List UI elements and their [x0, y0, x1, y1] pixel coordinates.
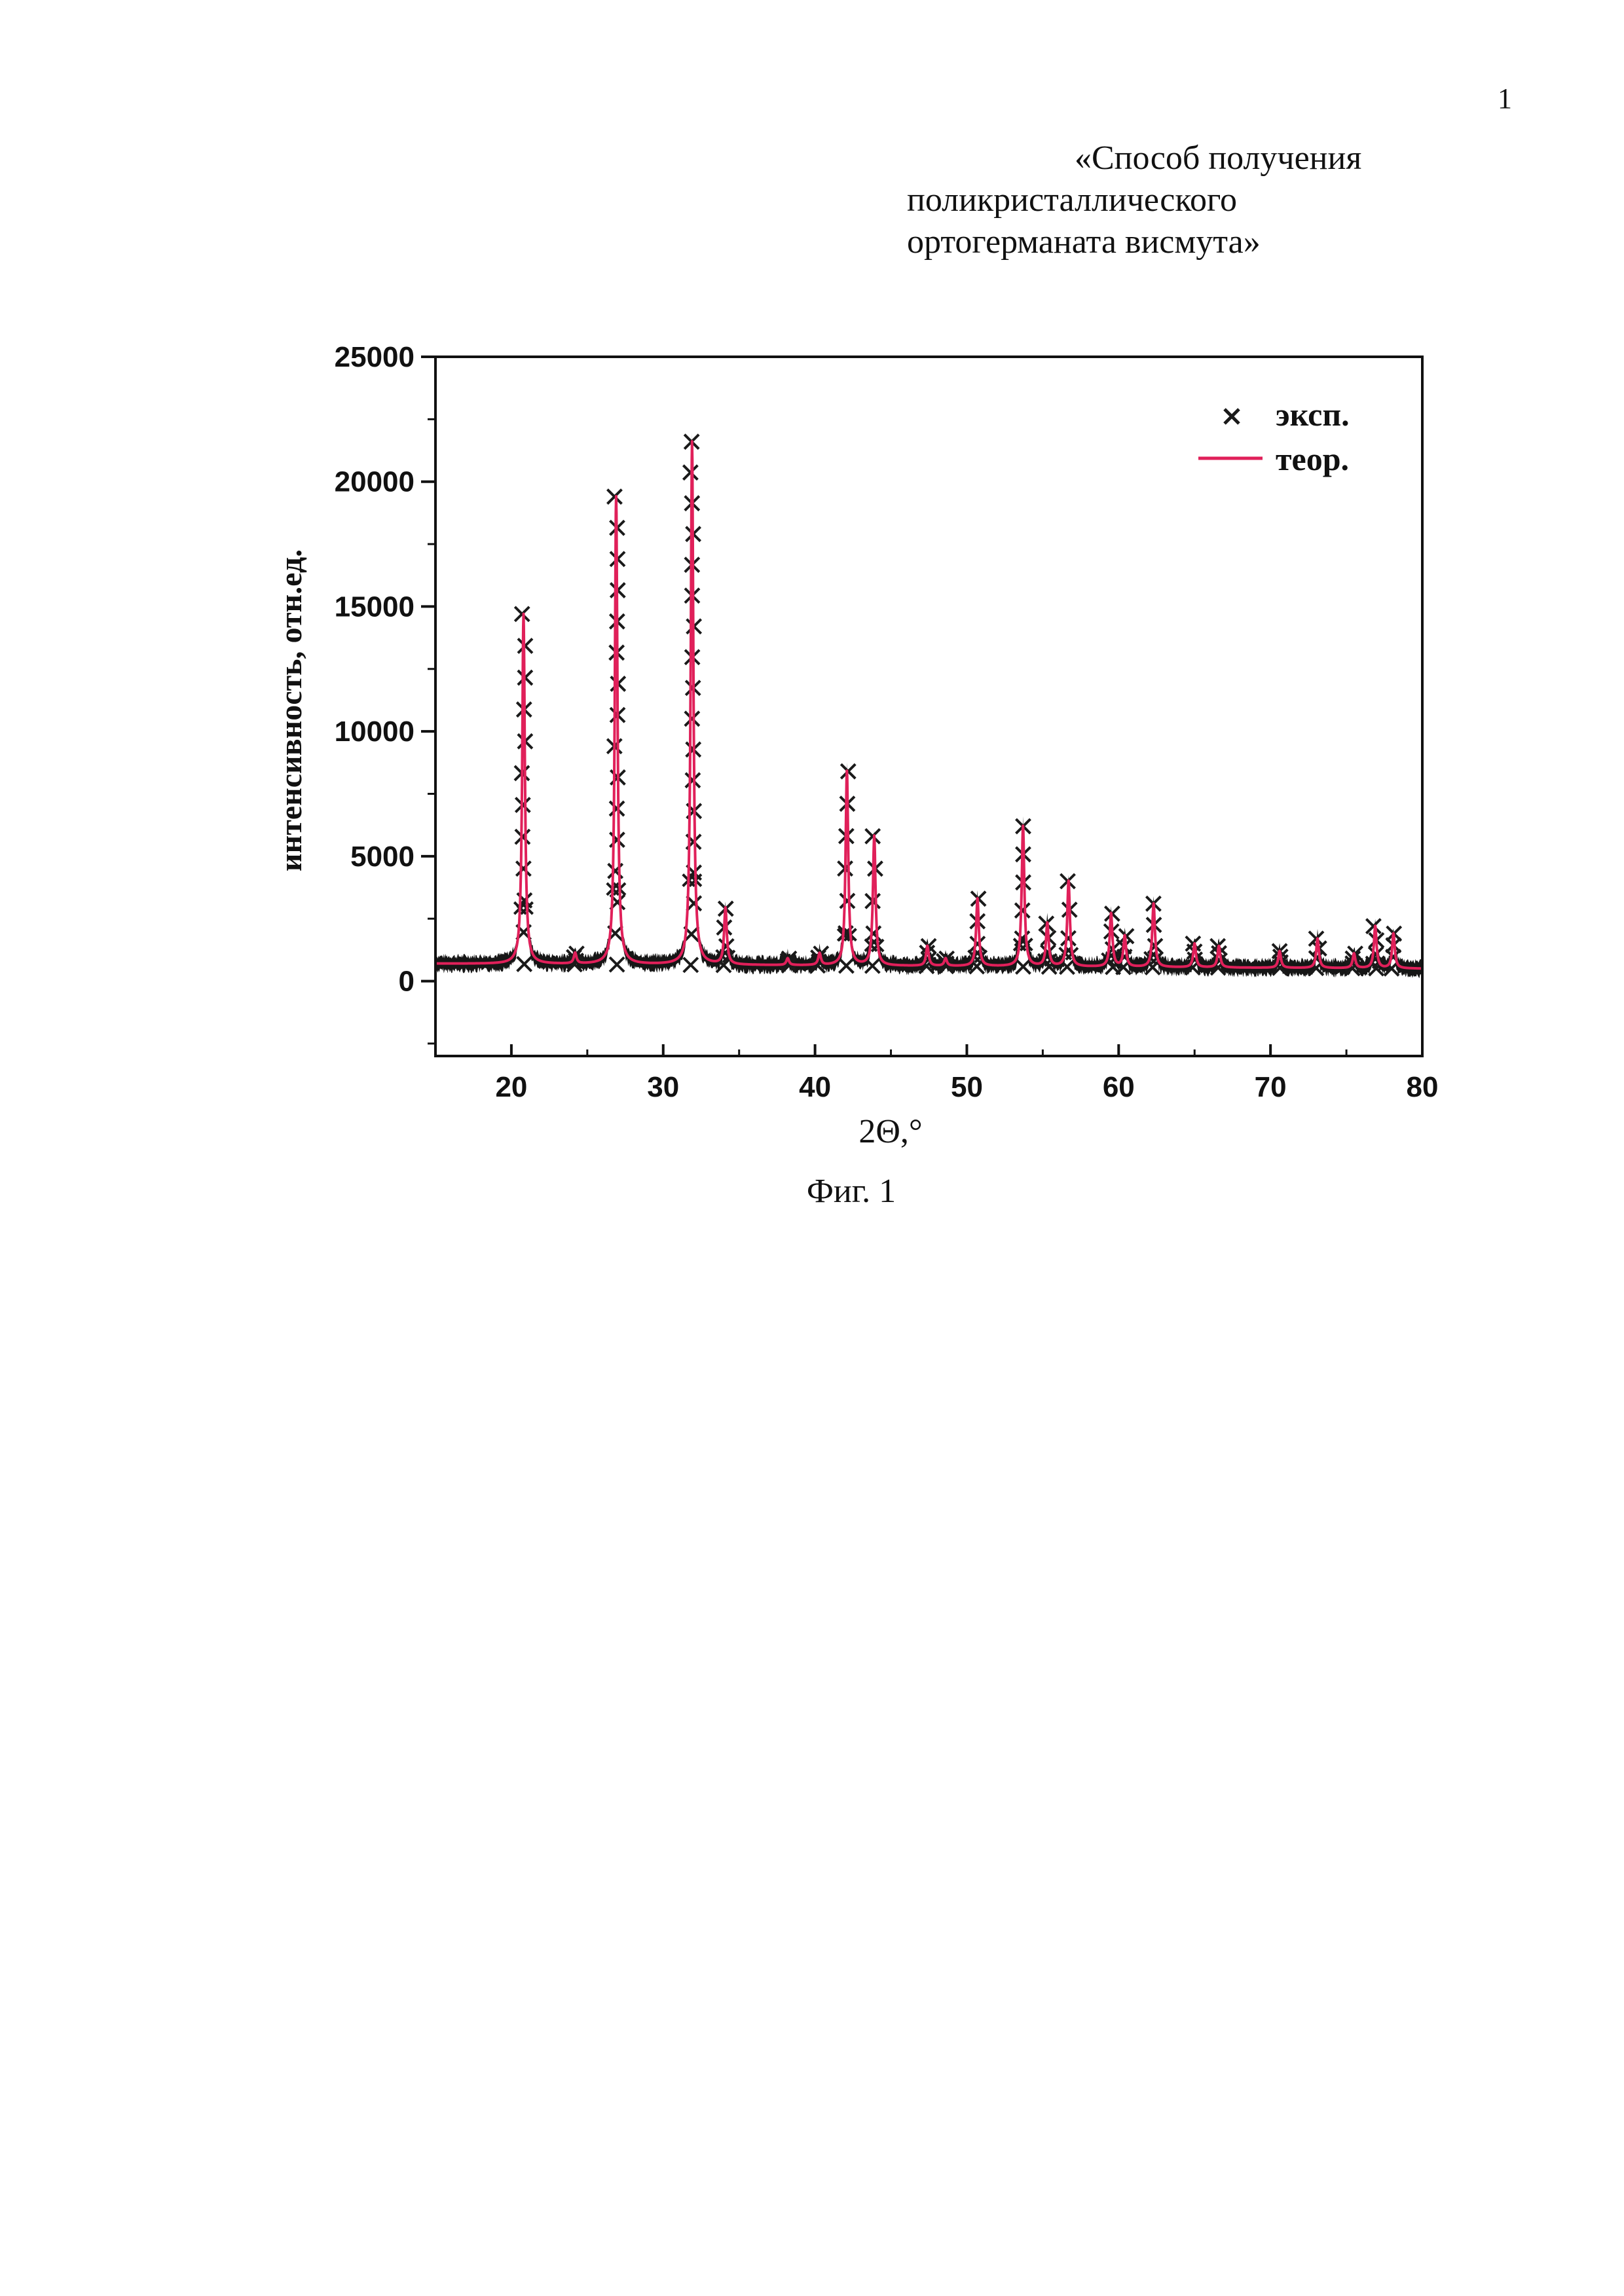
- y-tick-label: 5000: [350, 841, 415, 873]
- legend-theo-label: теор.: [1276, 441, 1349, 477]
- experimental-point: [515, 860, 532, 877]
- experimental-point: [839, 892, 856, 909]
- x-tick-label: 50: [951, 1071, 983, 1103]
- y-tick-label: 15000: [335, 591, 415, 623]
- xrd-chart: 20 30 40 50 60 70 800500010000150002000025000 …: [274, 341, 1439, 1150]
- y-tick-label: 20000: [335, 466, 415, 498]
- experimental-point: [684, 772, 701, 789]
- x-tick-label: 20: [495, 1071, 527, 1103]
- legend: эксп. теор.: [1198, 396, 1350, 477]
- legend-exp-marker: [1223, 408, 1240, 425]
- experimental-point: [684, 710, 701, 727]
- theoretical-line: [434, 440, 1424, 970]
- document-title: «Способ получения поликристаллического о…: [907, 137, 1496, 263]
- page-number: 1: [1498, 82, 1512, 115]
- experimental-point: [608, 831, 625, 848]
- experimental-point: [513, 606, 530, 623]
- experimental-point: [608, 956, 625, 973]
- experimental-point: [864, 828, 881, 845]
- experimental-point: [779, 955, 796, 972]
- experimental-point: [1015, 958, 1031, 975]
- x-tick-label: 60: [1103, 1071, 1135, 1103]
- experimental-point: [608, 800, 625, 817]
- legend-exp-label: эксп.: [1276, 396, 1350, 433]
- y-axis-label: интенсивность, отн.ед.: [274, 549, 308, 871]
- x-tick-label: 70: [1255, 1071, 1287, 1103]
- plot-frame: [434, 355, 1424, 1057]
- x-tick-label: 30: [647, 1071, 679, 1103]
- experimental-point: [516, 956, 533, 972]
- y-tick-label: 10000: [335, 716, 415, 748]
- figure-caption: Фиг. 1: [806, 1173, 896, 1210]
- document-title-line-2: поликристаллического: [907, 181, 1237, 219]
- experimental-point: [838, 957, 855, 974]
- ticks-layer: 20 30 40 50 60 70 80 0 5000 10000 15000 20000 25000: [335, 341, 1439, 1103]
- experimental-point: [682, 957, 699, 974]
- theoretical-series: [434, 440, 1424, 970]
- y-tick-label: 0: [399, 966, 415, 998]
- experimental-point: [1185, 935, 1202, 952]
- document-title-line-3: ортогерманата висмута»: [907, 223, 1261, 261]
- experimental-series: [435, 432, 1422, 979]
- experimental-point: [1365, 918, 1382, 935]
- experimental-point: [969, 936, 986, 953]
- document-title-line-1: «Способ получения: [1075, 139, 1362, 177]
- experimental-point: [1060, 930, 1077, 947]
- experimental-point: [864, 957, 881, 974]
- x-axis-label: 2Θ,°: [858, 1113, 922, 1150]
- experimental-point: [606, 488, 623, 505]
- x-tick-label: 40: [799, 1071, 831, 1103]
- experimental-noise-band: [435, 432, 1422, 979]
- x-tick-label: 80: [1407, 1071, 1439, 1103]
- experimental-point: [1118, 928, 1135, 945]
- y-tick-label: 25000: [335, 341, 415, 373]
